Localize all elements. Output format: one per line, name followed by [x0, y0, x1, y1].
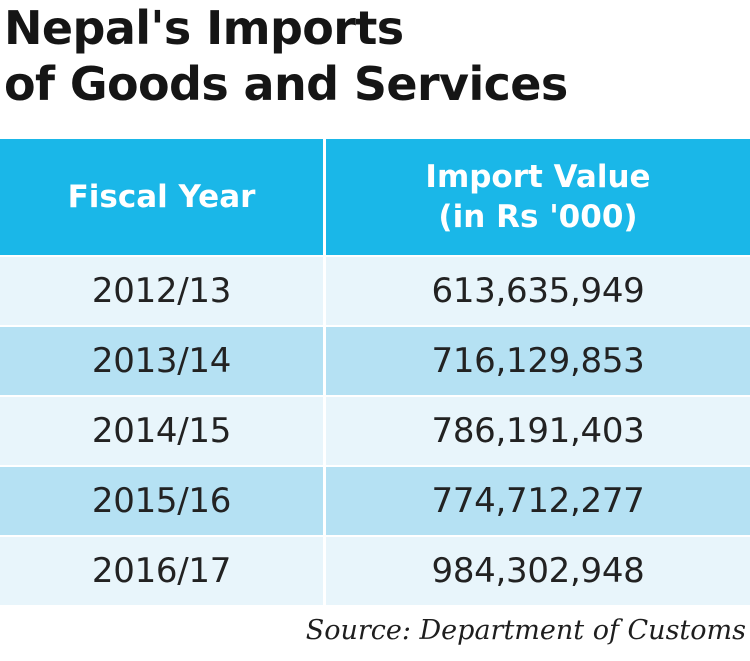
header-import-value-line-1: Import Value [425, 159, 651, 195]
table-cell-value: 774,712,277 [431, 481, 645, 521]
title-line-1: Nepal's Imports [4, 1, 404, 55]
table-cell-value: 786,191,403 [431, 411, 645, 451]
table-row: 2012/13 613,635,949 [0, 255, 750, 325]
table-row: 2016/17 984,302,948 [0, 535, 750, 605]
table-cell-year: 2013/14 [0, 327, 326, 395]
table-row: 2015/16 774,712,277 [0, 465, 750, 535]
table-row: 2013/14 716,129,853 [0, 325, 750, 395]
table-cell-value: 613,635,949 [431, 271, 645, 311]
table-cell-year: 2015/16 [0, 467, 326, 535]
header-import-value-line-2: (in Rs '000) [438, 199, 638, 235]
imports-table: Fiscal Year Import Value (in Rs '000) 20… [0, 139, 750, 605]
table-cell-value: 716,129,853 [431, 341, 645, 381]
source-note: Source: Department of Customs [305, 615, 746, 646]
table-cell-year: 2014/15 [0, 397, 326, 465]
table-cell-value: 984,302,948 [431, 551, 645, 591]
title-line-2: of Goods and Services [4, 57, 568, 111]
table-row: 2014/15 786,191,403 [0, 395, 750, 465]
header-import-value: Import Value (in Rs '000) [326, 139, 750, 255]
table-header-row: Fiscal Year Import Value (in Rs '000) [0, 139, 750, 255]
table-cell-year: 2016/17 [0, 537, 326, 605]
chart-title: Nepal's Imports of Goods and Services [4, 0, 748, 112]
table-cell-year: 2012/13 [0, 257, 326, 325]
header-fiscal-year: Fiscal Year [0, 139, 326, 255]
